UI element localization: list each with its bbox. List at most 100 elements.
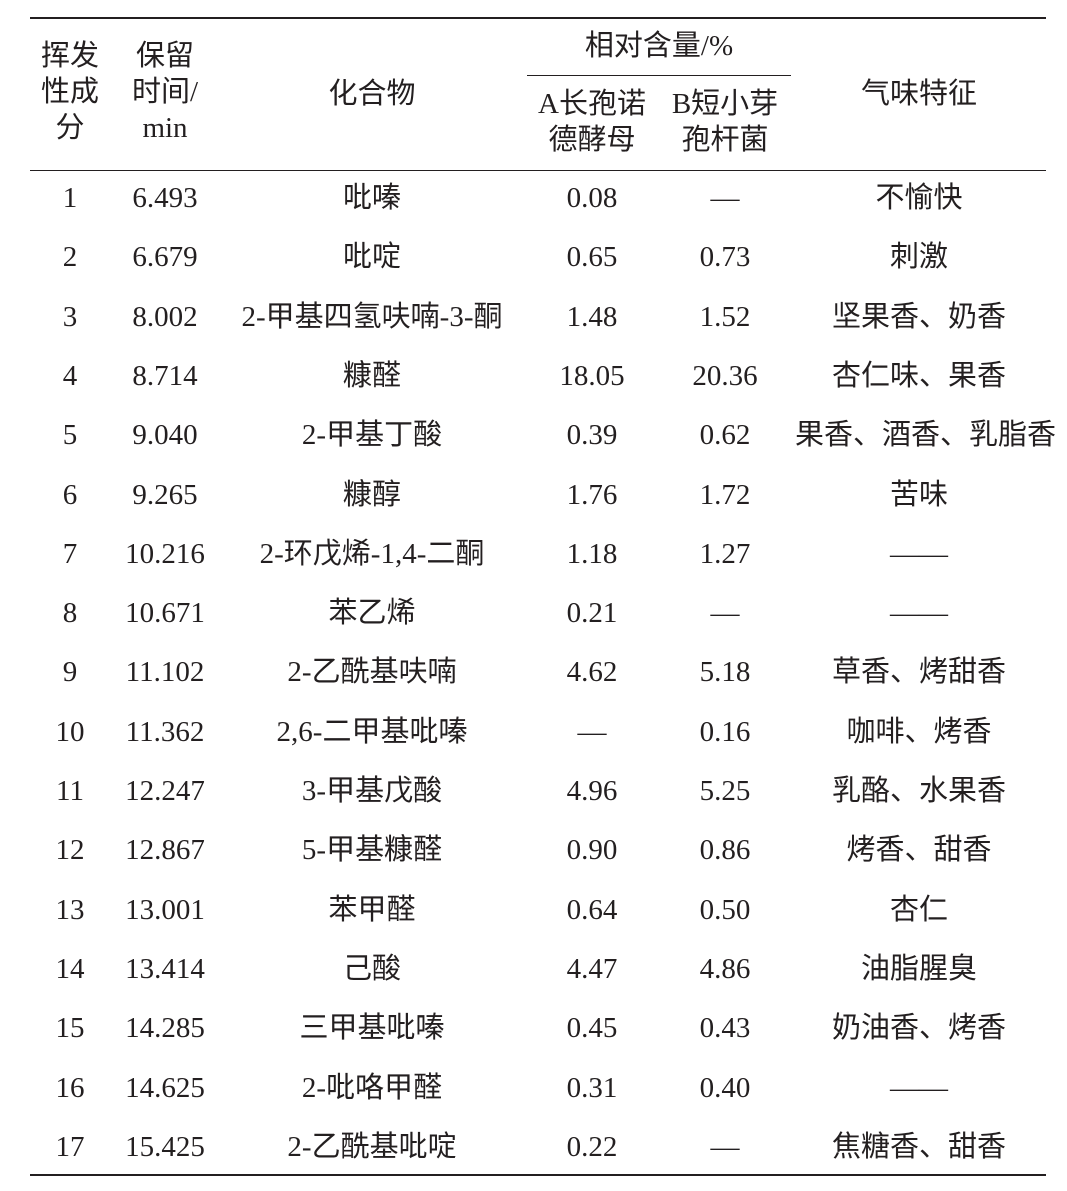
header-b: B短小芽 孢杆菌 (660, 86, 790, 158)
table-row: 17 15.425 2-乙酰基吡啶 0.22 — 焦糖香、甜香 (0, 1118, 1067, 1177)
cell-index: 9 (62, 656, 78, 689)
bottom-rule (30, 1174, 1046, 1176)
header-compound: 化合物 (328, 78, 416, 110)
table-row: 14 13.414 己酸 4.47 4.86 油脂腥臭 (0, 940, 1067, 999)
cell-compound: 三甲基吡嗪 (299, 1012, 445, 1045)
cell-content-b: 0.16 (699, 715, 751, 748)
cell-odor: 奶油香、烤香 (831, 1012, 1006, 1045)
cell-content-a: 0.65 (566, 241, 618, 274)
cell-compound: 2-环戊烯-1,4-二酮 (259, 537, 485, 570)
header-line: 挥发 (40, 40, 99, 72)
cell-content-a: 0.21 (566, 597, 618, 630)
cell-compound: 2-乙酰基呋喃 (287, 656, 457, 689)
cell-odor: —— (890, 597, 948, 630)
cell-retention-time: 12.867 (125, 834, 205, 867)
header-retention-time: 保留 时间/ min (115, 38, 215, 146)
cell-odor: 苦味 (889, 478, 948, 511)
cell-index: 1 (62, 182, 78, 214)
cell-compound: 2-甲基四氢呋喃-3-酮 (241, 300, 503, 333)
cell-content-a: 1.18 (566, 537, 618, 570)
cell-compound: 糠醛 (342, 359, 401, 392)
cell-retention-time: 6.493 (132, 182, 198, 214)
cell-compound: 苯甲醛 (328, 893, 416, 926)
cell-index: 7 (62, 537, 78, 570)
cell-content-b: 0.86 (699, 834, 751, 867)
cell-content-a: 4.47 (566, 952, 618, 985)
cell-content-b: 0.40 (699, 1071, 751, 1104)
cell-compound: 5-甲基糠醛 (301, 834, 443, 867)
cell-content-a: 0.90 (566, 834, 618, 867)
cell-odor: 咖啡、烤香 (846, 715, 992, 748)
cell-compound: 2-吡咯甲醛 (301, 1071, 443, 1104)
cell-content-b: 0.62 (699, 419, 751, 452)
header-line: 性成 (40, 76, 99, 108)
cell-retention-time: 13.414 (125, 952, 205, 985)
top-rule (30, 17, 1046, 19)
cell-index: 6 (62, 478, 78, 511)
header-line: 孢杆菌 (681, 124, 769, 156)
cell-compound: 2-乙酰基吡啶 (287, 1130, 457, 1163)
header-a: A长孢诺 德酵母 (527, 86, 657, 158)
cell-retention-time: 8.714 (132, 359, 198, 392)
cell-compound: 吡嗪 (342, 182, 401, 214)
cell-content-b: 20.36 (692, 359, 758, 392)
table-row: 6 9.265 糠醇 1.76 1.72 苦味 (0, 466, 1067, 525)
header-line: 保留 (135, 40, 194, 72)
header-odor: 气味特征 (860, 78, 977, 110)
cell-retention-time: 14.285 (125, 1012, 205, 1045)
cell-compound: 糠醇 (342, 478, 401, 511)
cell-index: 3 (62, 300, 78, 333)
cell-content-a: 0.22 (566, 1130, 618, 1163)
header-rule (30, 170, 1046, 171)
cell-odor: —— (890, 1071, 948, 1104)
cell-content-a: — (577, 715, 607, 748)
cell-content-b: 0.43 (699, 1012, 751, 1045)
cell-retention-time: 13.001 (125, 893, 205, 926)
header-relative-content: 相对含量/% (584, 30, 734, 62)
cell-compound: 己酸 (342, 952, 401, 985)
cell-content-a: 4.96 (566, 775, 618, 807)
cell-retention-time: 15.425 (125, 1130, 205, 1163)
table-row: 5 9.040 2-甲基丁酸 0.39 0.62 果香、酒香、乳脂香 (0, 406, 1067, 465)
cell-odor: 不愉快 (875, 182, 963, 214)
table-row: 1 6.493 吡嗪 0.08 — 不愉快 (0, 169, 1067, 228)
cell-index: 14 (55, 952, 85, 985)
cell-odor: 果香、酒香、乳脂香 (795, 419, 1057, 452)
cell-retention-time: 9.040 (132, 419, 198, 452)
cell-content-b: 1.27 (699, 537, 751, 570)
cell-index: 10 (55, 715, 85, 748)
cell-content-b: 0.50 (699, 893, 751, 926)
cell-content-b: 1.52 (699, 300, 751, 333)
cell-content-a: 1.48 (566, 300, 618, 333)
cell-retention-time: 11.362 (125, 715, 205, 748)
cell-retention-time: 10.671 (125, 597, 205, 630)
header-line: A长孢诺 (538, 88, 646, 120)
table-row: 9 11.102 2-乙酰基呋喃 4.62 5.18 草香、烤甜香 (0, 643, 1067, 702)
table-row: 10 11.362 2,6-二甲基吡嗪 — 0.16 咖啡、烤香 (0, 703, 1067, 762)
cell-retention-time: 8.002 (132, 300, 198, 333)
cell-content-a: 0.39 (566, 419, 618, 452)
cell-odor: 烤香、甜香 (846, 834, 992, 867)
table-row: 3 8.002 2-甲基四氢呋喃-3-酮 1.48 1.52 坚果香、奶香 (0, 288, 1067, 347)
cell-index: 5 (62, 419, 78, 452)
cell-odor: 杏仁 (889, 893, 948, 926)
cell-content-b: 5.18 (699, 656, 751, 689)
cell-odor: 坚果香、奶香 (831, 300, 1006, 333)
cell-index: 11 (56, 775, 84, 807)
cell-compound: 吡啶 (342, 241, 401, 274)
cell-content-a: 0.64 (566, 893, 618, 926)
cell-content-b: — (710, 182, 740, 214)
cell-content-a: 0.45 (566, 1012, 618, 1045)
cell-odor: 乳酪、水果香 (831, 775, 1006, 807)
header-line: 时间/ (131, 76, 199, 108)
cell-odor: 杏仁味、果香 (831, 359, 1006, 392)
header-line: 德酵母 (548, 124, 636, 156)
table-row: 12 12.867 5-甲基糠醛 0.90 0.86 烤香、甜香 (0, 821, 1067, 880)
cell-compound: 3-甲基戊酸 (301, 775, 443, 807)
header-line: 分 (55, 112, 85, 144)
header-volatile-component: 挥发 性成 分 (30, 38, 110, 146)
cell-odor: 刺激 (889, 241, 948, 274)
cell-retention-time: 9.265 (132, 478, 198, 511)
cell-index: 4 (62, 359, 78, 392)
cell-retention-time: 11.102 (125, 656, 205, 689)
